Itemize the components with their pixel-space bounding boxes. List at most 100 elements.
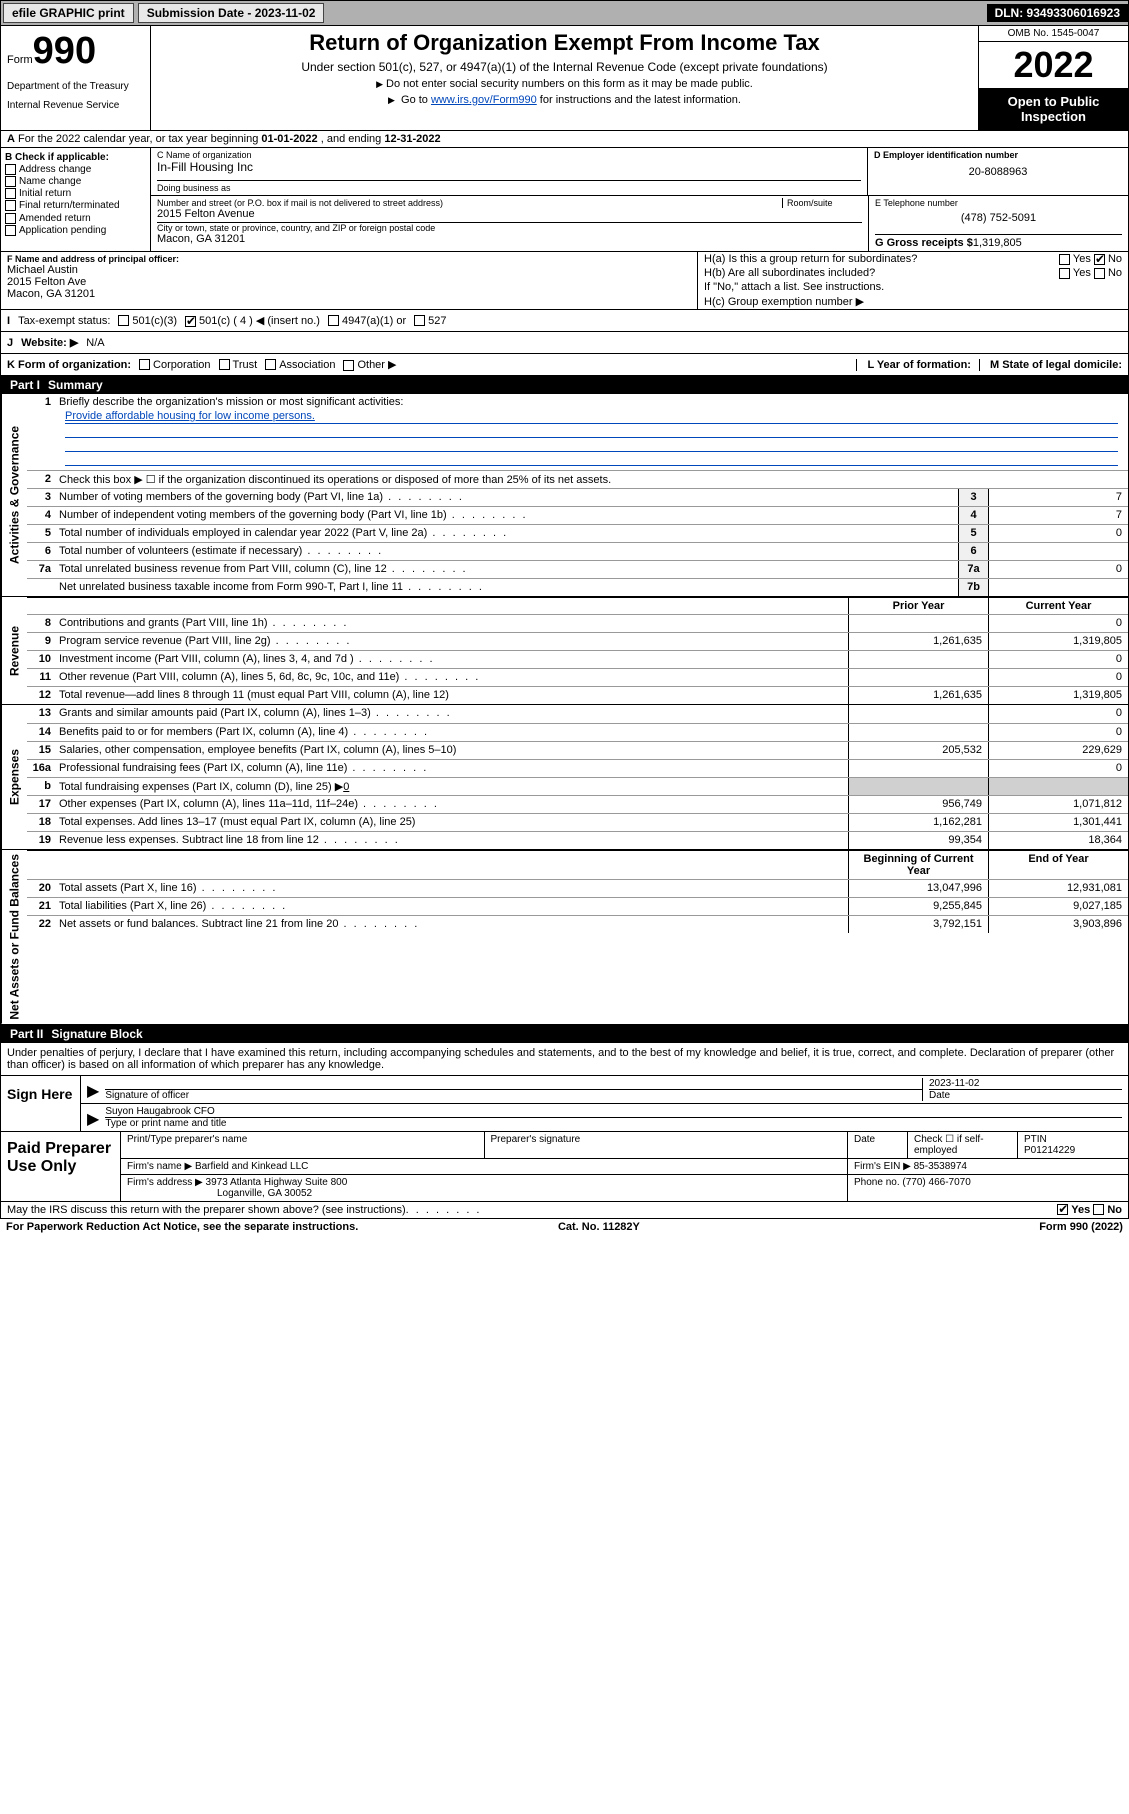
efile-print-button[interactable]: efile GRAPHIC print	[3, 3, 134, 23]
firm-name: Barfield and Kinkead LLC	[195, 1161, 308, 1172]
cb-initial-return[interactable]: Initial return	[5, 188, 146, 199]
website-value: N/A	[86, 337, 104, 349]
section-j: JWebsite: ▶N/A	[0, 332, 1129, 354]
city-label: City or town, state or province, country…	[157, 222, 862, 233]
k-label: K Form of organization:	[7, 359, 131, 371]
section-a: A For the 2022 calendar year, or tax yea…	[0, 131, 1129, 148]
i-label: Tax-exempt status:	[18, 315, 110, 327]
l17-current: 1,071,812	[988, 796, 1128, 813]
header-left: Form990 Department of the Treasury Inter…	[1, 26, 151, 130]
dln: DLN: 93493306016923	[987, 4, 1128, 22]
cb-501c3[interactable]: 501(c)(3)	[118, 315, 177, 327]
room-label: Room/suite	[782, 198, 862, 208]
dba-label: Doing business as	[157, 180, 861, 193]
l19-label: Revenue less expenses. Subtract line 18 …	[55, 832, 848, 849]
l16a-label: Professional fundraising fees (Part IX, …	[55, 760, 848, 777]
cb-trust[interactable]: Trust	[219, 359, 258, 371]
hb-note: If "No," attach a list. See instructions…	[704, 281, 884, 293]
firm-ein: 85-3538974	[914, 1161, 967, 1172]
l3-label: Number of voting members of the governin…	[55, 489, 958, 506]
section-m: M State of legal domicile:	[979, 359, 1122, 371]
l11-label: Other revenue (Part VIII, column (A), li…	[55, 669, 848, 686]
cb-other[interactable]: Other ▶	[343, 358, 396, 371]
a-pre: For the 2022 calendar year, or tax year …	[18, 133, 261, 145]
l13-label: Grants and similar amounts paid (Part IX…	[55, 705, 848, 723]
l19-current: 18,364	[988, 832, 1128, 849]
cb-final-return[interactable]: Final return/terminated	[5, 200, 146, 211]
l13-prior	[848, 705, 988, 723]
website-note: Go to www.irs.gov/Form990 for instructio…	[161, 94, 968, 106]
firm-addr2: Loganville, GA 30052	[217, 1188, 312, 1199]
open-public: Open to Public Inspection	[979, 88, 1128, 130]
cb-corporation[interactable]: Corporation	[139, 359, 210, 371]
c-name-label: C Name of organization	[157, 150, 861, 160]
irs-link[interactable]: www.irs.gov/Form990	[431, 94, 537, 106]
group-expenses: Expenses 13Grants and similar amounts pa…	[1, 705, 1128, 850]
cb-501c[interactable]: 501(c) ( 4 ) ◀ (insert no.)	[185, 314, 320, 327]
discuss-question: May the IRS discuss this return with the…	[7, 1204, 406, 1216]
l7a-value: 0	[988, 561, 1128, 578]
sign-here-label: Sign Here	[1, 1076, 81, 1131]
col-current: Current Year	[988, 598, 1128, 614]
group-governance: Activities & Governance 1Briefly describ…	[1, 394, 1128, 597]
firm-ein-label: Firm's EIN ▶	[854, 1161, 911, 1172]
part2-num: Part II	[10, 1027, 51, 1041]
part2-header: Part II Signature Block	[0, 1025, 1129, 1043]
block-fh: F Name and address of principal officer:…	[0, 252, 1129, 310]
l7a-label: Total unrelated business revenue from Pa…	[55, 561, 958, 578]
l20-begin: 13,047,996	[848, 880, 988, 897]
sig-officer-label: Signature of officer	[105, 1089, 922, 1101]
l8-current: 0	[988, 615, 1128, 632]
ha-yn[interactable]: Yes No	[1059, 253, 1122, 265]
vtab-revenue: Revenue	[1, 597, 27, 704]
l8-prior	[848, 615, 988, 632]
note2-post: for instructions and the latest informat…	[537, 94, 741, 106]
cb-address-change[interactable]: Address change	[5, 164, 146, 175]
prep-date-hdr: Date	[848, 1132, 908, 1158]
form-header: Form990 Department of the Treasury Inter…	[0, 26, 1129, 131]
firm-name-label: Firm's name ▶	[127, 1161, 192, 1172]
mission-text[interactable]: Provide affordable housing for low incom…	[65, 410, 315, 422]
l18-prior: 1,162,281	[848, 814, 988, 831]
firm-phone-label: Phone no.	[854, 1177, 900, 1188]
cb-association[interactable]: Association	[265, 359, 335, 371]
discuss-yn[interactable]: Yes No	[1057, 1204, 1122, 1216]
prep-name-hdr: Print/Type preparer's name	[121, 1132, 485, 1158]
part2-title: Signature Block	[51, 1027, 142, 1041]
preparer-title: Paid Preparer Use Only	[1, 1132, 121, 1201]
signature-intro: Under penalties of perjury, I declare th…	[0, 1043, 1129, 1076]
cb-application-pending[interactable]: Application pending	[5, 225, 146, 236]
cb-name-change[interactable]: Name change	[5, 176, 146, 187]
ein-value: 20-8088963	[874, 166, 1122, 178]
irs-label: Internal Revenue Service	[7, 100, 144, 111]
a-begin: 01-01-2022	[261, 133, 317, 145]
col-begin: Beginning of Current Year	[848, 851, 988, 879]
l15-prior: 205,532	[848, 742, 988, 759]
l19-prior: 99,354	[848, 832, 988, 849]
l9-current: 1,319,805	[988, 633, 1128, 650]
l14-prior	[848, 724, 988, 741]
ptin-value: P01214229	[1024, 1145, 1122, 1156]
officer-addr2: Macon, GA 31201	[7, 288, 691, 300]
l8-label: Contributions and grants (Part VIII, lin…	[55, 615, 848, 632]
l9-label: Program service revenue (Part VIII, line…	[55, 633, 848, 650]
omb-number: OMB No. 1545-0047	[979, 26, 1128, 42]
section-e: E Telephone number (478) 752-5091 G Gros…	[868, 196, 1128, 251]
cb-4947[interactable]: 4947(a)(1) or	[328, 315, 406, 327]
cb-527[interactable]: 527	[414, 315, 446, 327]
tax-year: 2022	[979, 42, 1128, 88]
org-name: In-Fill Housing Inc	[157, 160, 861, 174]
l12-label: Total revenue—add lines 8 through 11 (mu…	[55, 687, 848, 704]
f-label: F Name and address of principal officer:	[7, 254, 179, 264]
page-footer: For Paperwork Reduction Act Notice, see …	[0, 1219, 1129, 1235]
cb-amended-return[interactable]: Amended return	[5, 213, 146, 224]
prep-self-hdr: Check ☐ if self-employed	[908, 1132, 1018, 1158]
l16a-prior	[848, 760, 988, 777]
discuss-row: May the IRS discuss this return with the…	[0, 1202, 1129, 1219]
sig-arrow-icon: ▶	[87, 1109, 99, 1129]
hb-yn[interactable]: Yes No	[1059, 267, 1122, 279]
l10-current: 0	[988, 651, 1128, 668]
l7b-value	[988, 579, 1128, 596]
l1-label: Briefly describe the organization's miss…	[59, 396, 403, 408]
e-label: E Telephone number	[875, 198, 1122, 208]
